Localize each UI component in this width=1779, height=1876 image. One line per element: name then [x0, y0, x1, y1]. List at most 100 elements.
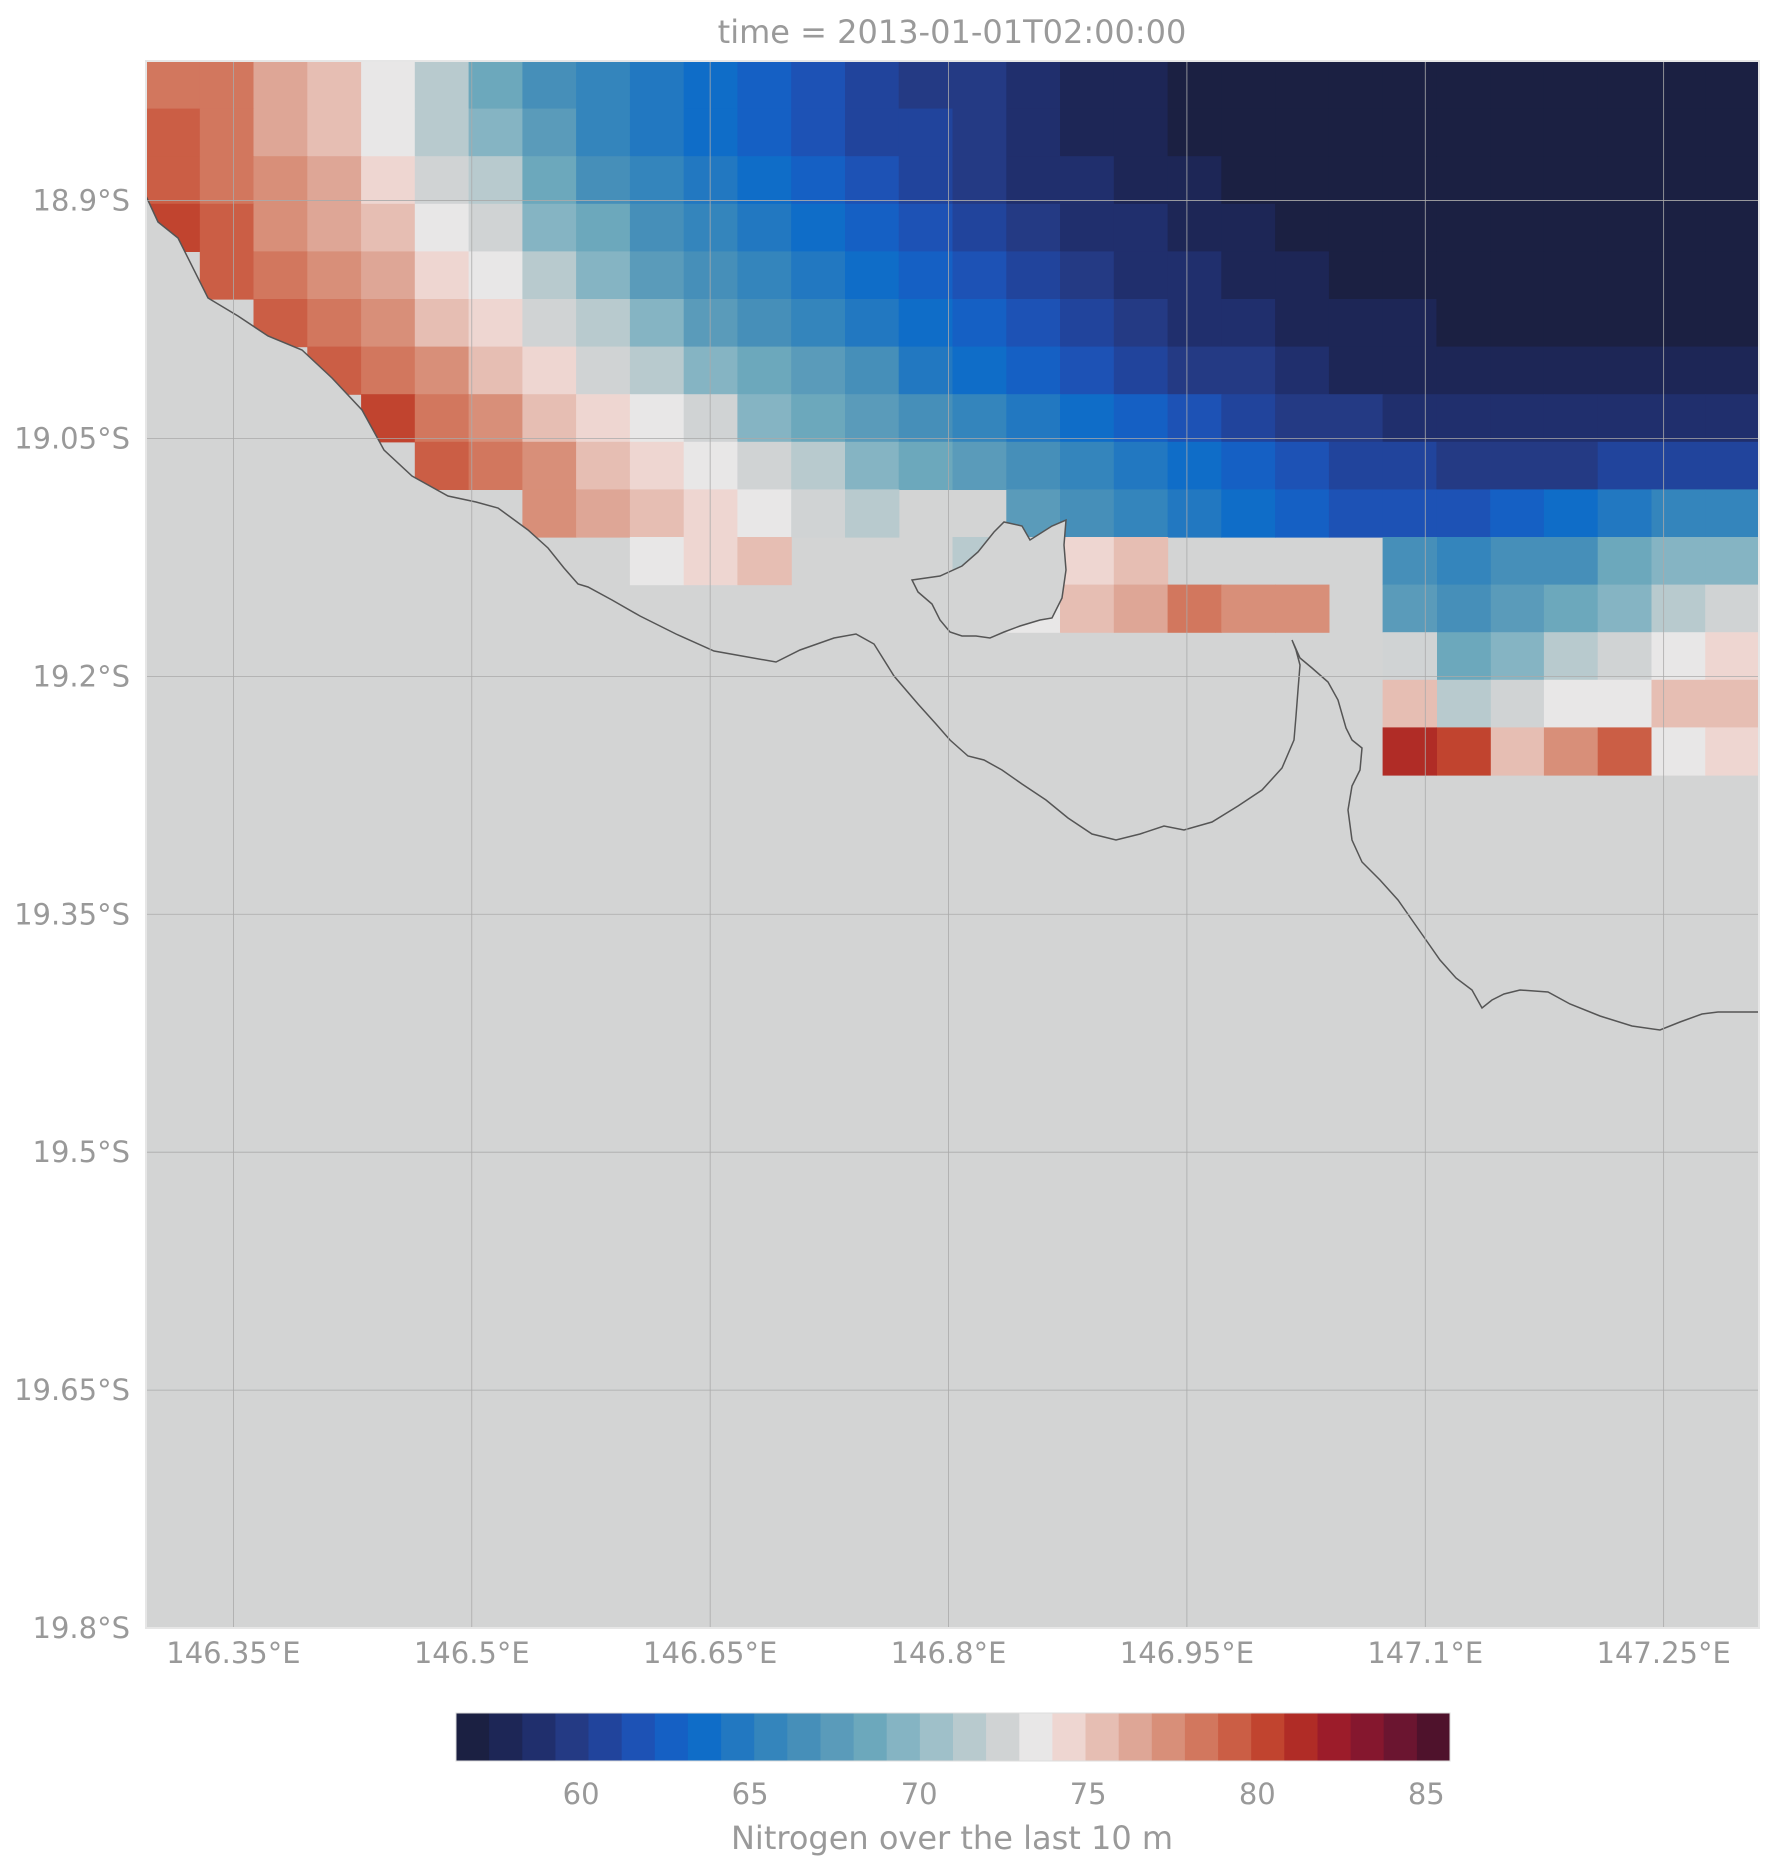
ocean-cell [1436, 108, 1491, 157]
ocean-cell [683, 61, 739, 110]
x-tick-label: 146.5°E [414, 1636, 530, 1670]
colorbar-bin [1350, 1713, 1385, 1761]
ocean-cell [1006, 61, 1061, 110]
ocean-cell [1597, 489, 1653, 538]
ocean-cell [845, 394, 900, 443]
ocean-cell [1328, 441, 1384, 490]
ocean-cell [1490, 251, 1545, 300]
ocean-cell [1490, 346, 1545, 395]
y-axis-ticks: 18.9°S 19.05°S 19.2°S 19.35°S 19.5°S 19.65°S 1… [14, 184, 130, 1645]
ocean-cell [253, 251, 308, 300]
ocean-cell [253, 203, 308, 252]
ocean-cell [1705, 584, 1759, 633]
colorbar-bin [489, 1713, 523, 1761]
ocean-cell [1436, 61, 1491, 110]
ocean-cell [1167, 394, 1222, 443]
y-tick-label: 19.35°S [14, 897, 130, 931]
ocean-cell [1597, 346, 1653, 395]
ocean-cell [146, 108, 201, 157]
ocean-cell [1436, 299, 1491, 348]
ocean-cell [737, 346, 792, 395]
plot-frame [145, 60, 1760, 1629]
ocean-cell [1060, 537, 1115, 586]
ocean-cell [683, 299, 739, 348]
ocean-cell [1275, 108, 1330, 157]
colorbar-bin [1251, 1713, 1285, 1761]
colorbar-tick-label: 60 [563, 1777, 600, 1811]
y-tick-label: 19.8°S [33, 1611, 130, 1645]
ocean-cell [307, 251, 362, 300]
ocean-cell [1651, 61, 1706, 110]
ocean-cell [1490, 203, 1545, 252]
ocean-cell [683, 346, 739, 395]
ocean-cell [1543, 537, 1599, 586]
ocean-cell [952, 346, 1007, 395]
ocean-cell [1705, 203, 1759, 252]
ocean-cell [522, 299, 577, 348]
ocean-cell [1382, 679, 1437, 728]
ocean-cell [791, 346, 846, 395]
ocean-cell [1597, 108, 1653, 157]
ocean-cell [1705, 537, 1759, 586]
ocean-cell [1490, 441, 1545, 490]
ocean-cell [1597, 394, 1653, 443]
ocean-cell [1436, 489, 1491, 538]
ocean-cell [1651, 489, 1706, 538]
ocean-cell [629, 156, 685, 205]
ocean-cell [1006, 299, 1061, 348]
y-tick-label: 19.5°S [33, 1135, 130, 1169]
ocean-cell [1651, 441, 1706, 490]
ocean-cell [1060, 346, 1115, 395]
ocean-cell [1490, 679, 1545, 728]
ocean-cell [1113, 394, 1169, 443]
ocean-cell [898, 394, 954, 443]
ocean-cell [629, 251, 685, 300]
ocean-cell [737, 251, 792, 300]
colorbar: 60 65 70 75 80 85 Nitrogen over the last 10 m [455, 1712, 1451, 1857]
ocean-cell [1113, 251, 1169, 300]
colorbar-tick-label: 75 [1070, 1777, 1107, 1811]
ocean-cell [1328, 489, 1384, 538]
ocean-cell [1221, 489, 1276, 538]
ocean-cell [1167, 203, 1222, 252]
ocean-cell [1328, 251, 1384, 300]
ocean-cell [737, 489, 792, 538]
ocean-cell [1328, 394, 1384, 443]
ocean-cell [1651, 203, 1706, 252]
colorbar-bin [1184, 1713, 1219, 1761]
ocean-cell [576, 61, 631, 110]
ocean-cell [1167, 489, 1222, 538]
colorbar-bin [953, 1713, 987, 1761]
ocean-cell [1543, 632, 1599, 681]
ocean-cell [361, 251, 416, 300]
ocean-cell [307, 156, 362, 205]
ocean-cell [468, 346, 523, 395]
ocean-cell [414, 299, 470, 348]
ocean-cell [1060, 299, 1115, 348]
ocean-cell [1060, 61, 1115, 110]
ocean-cell [576, 394, 631, 443]
ocean-cell [1597, 727, 1653, 776]
ocean-cell [1597, 203, 1653, 252]
ocean-cell [1543, 727, 1599, 776]
ocean-cell [1436, 394, 1491, 443]
ocean-cell [1221, 441, 1276, 490]
ocean-cell [414, 394, 470, 443]
ocean-cell [1006, 108, 1061, 157]
ocean-cell [1328, 108, 1384, 157]
ocean-cell [791, 156, 846, 205]
ocean-cell [1060, 584, 1115, 633]
colorbar-tick-label: 85 [1408, 1777, 1445, 1811]
ocean-cell [1382, 346, 1437, 395]
ocean-cell [952, 299, 1007, 348]
ocean-cell [1490, 584, 1545, 633]
ocean-cell [1275, 156, 1330, 205]
ocean-cell [952, 156, 1007, 205]
ocean-cell [1221, 251, 1276, 300]
y-tick-label: 19.05°S [14, 421, 130, 455]
ocean-cell [791, 299, 846, 348]
ocean-cell [1221, 61, 1276, 110]
ocean-cell [683, 489, 739, 538]
ocean-cell-layer [146, 61, 1759, 776]
ocean-cell [1275, 584, 1330, 633]
